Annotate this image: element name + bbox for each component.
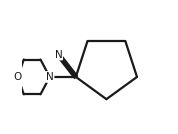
- Text: N: N: [55, 50, 62, 60]
- Text: N: N: [46, 72, 54, 82]
- Text: O: O: [14, 72, 22, 82]
